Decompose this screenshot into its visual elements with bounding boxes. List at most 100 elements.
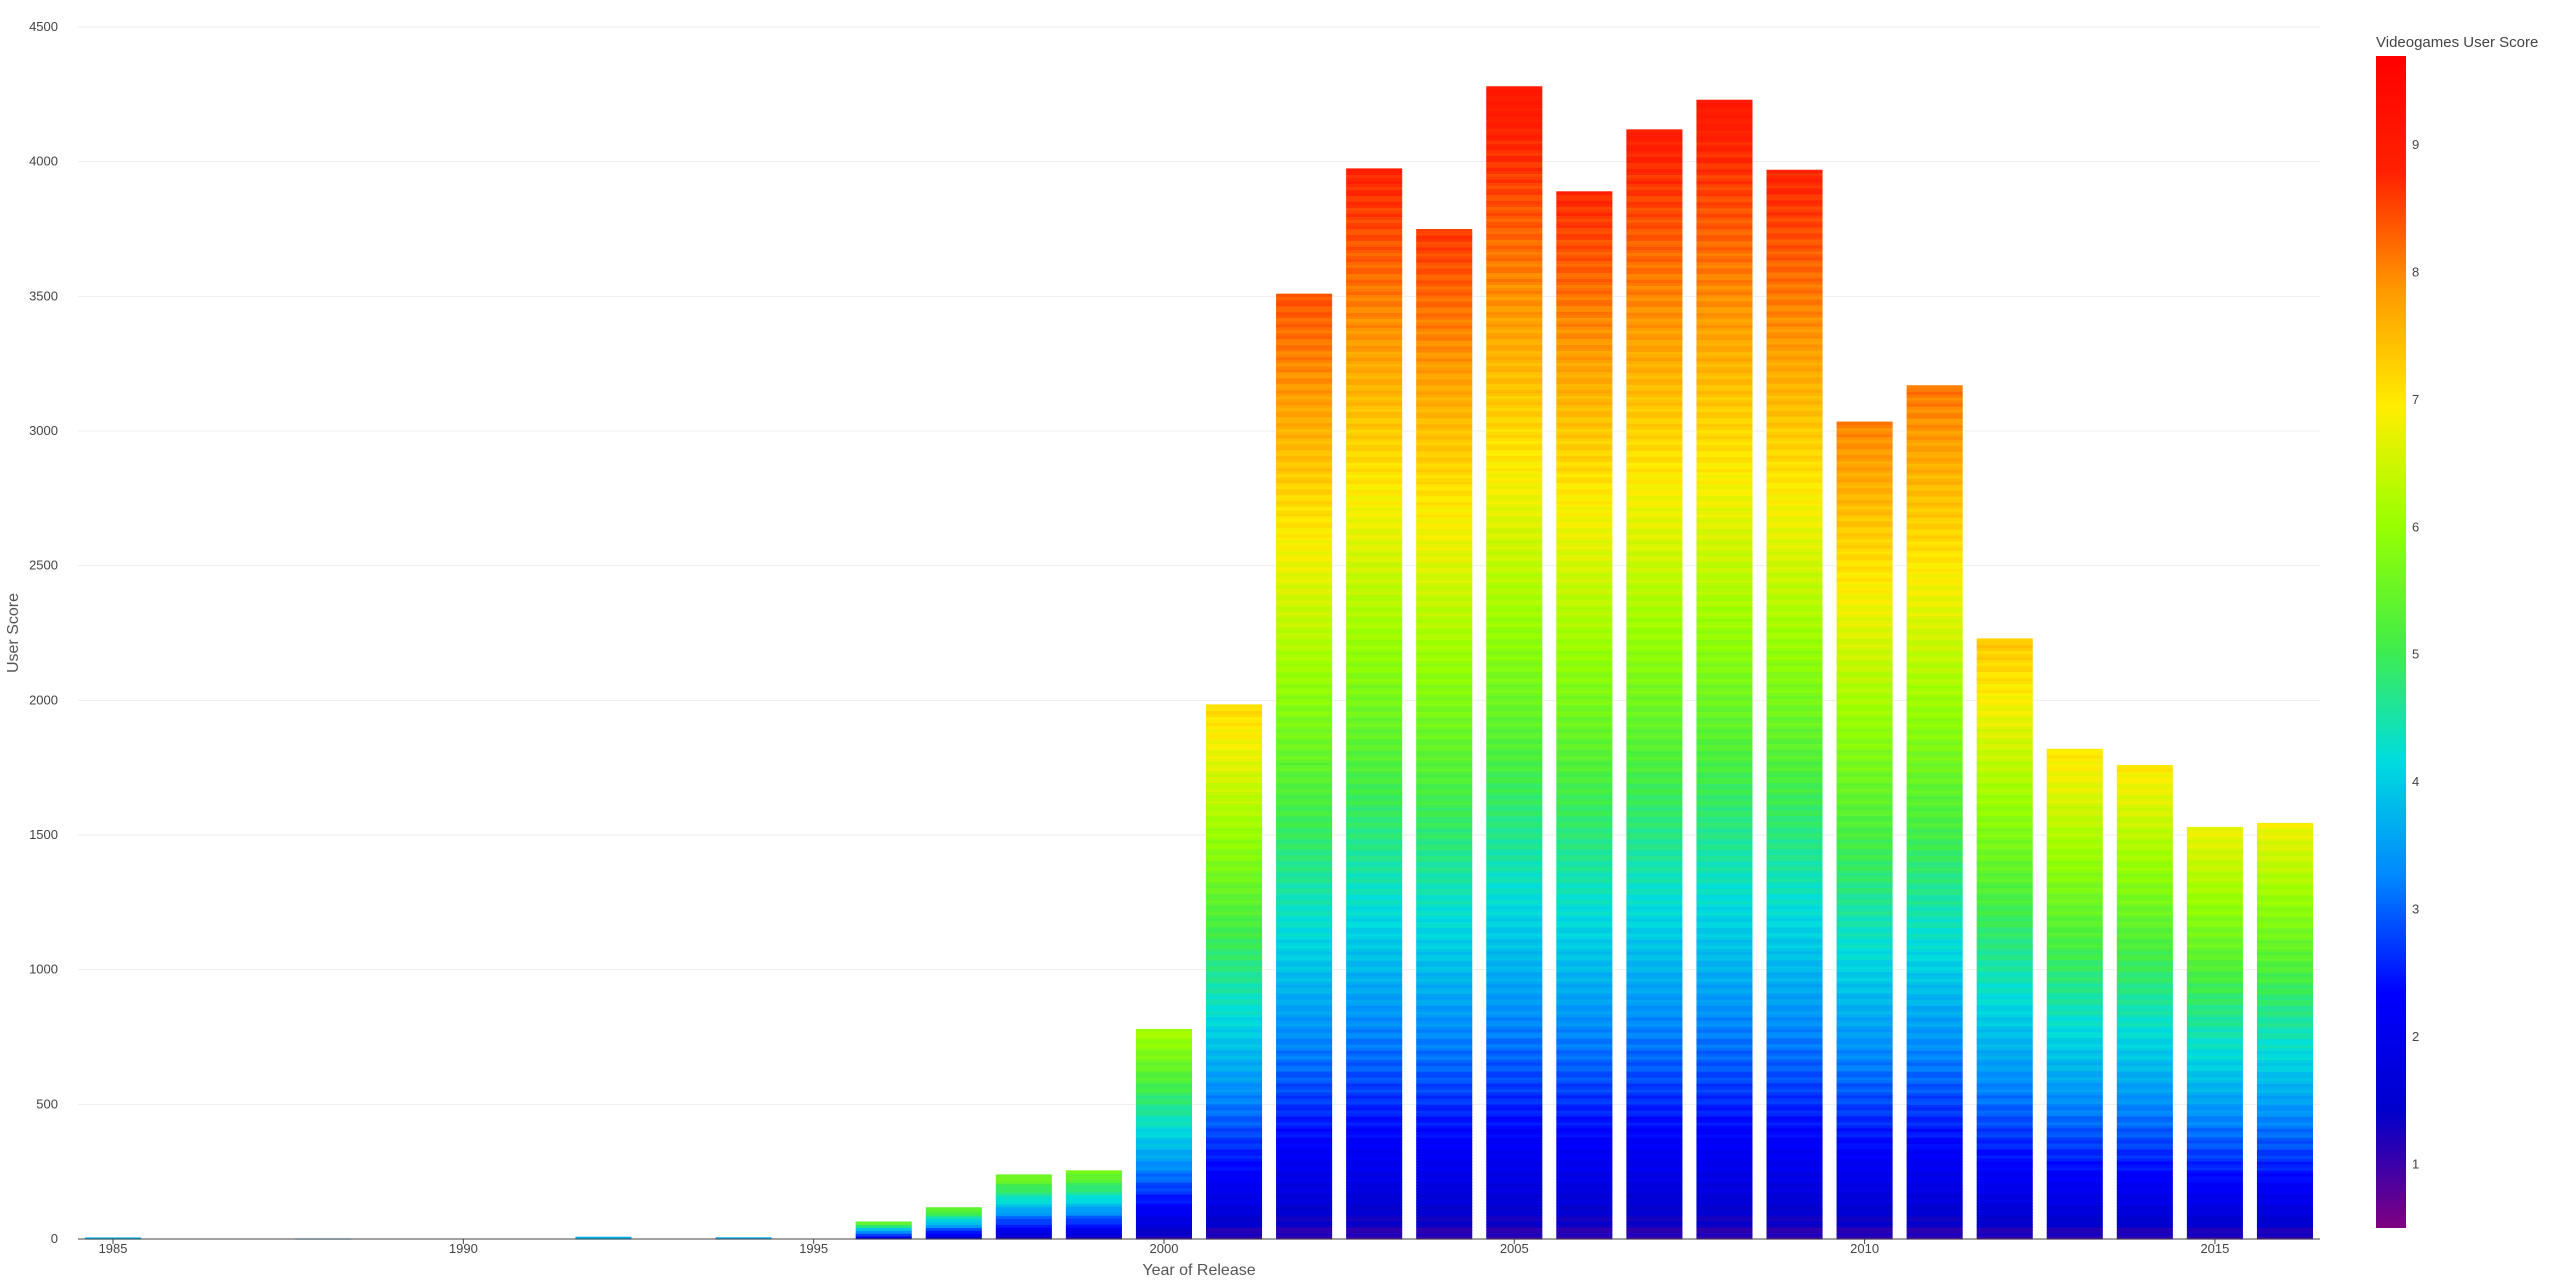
bar-segment: [1766, 626, 1823, 630]
colorbar-tick-label: 7: [2412, 392, 2419, 407]
bar-segment: [2186, 1163, 2243, 1168]
bar-segment: [1556, 407, 1613, 412]
bar-segment: [1135, 1133, 1192, 1138]
bar-segment: [2186, 896, 2243, 900]
bar-segment: [2116, 1235, 2173, 1240]
bar-segment: [1766, 653, 1823, 657]
bar-segment: [1696, 144, 1753, 149]
bar-segment: [1626, 564, 1683, 568]
bar-segment: [1346, 1167, 1403, 1171]
bar-segment: [1416, 1068, 1473, 1072]
bar-segment: [1276, 812, 1333, 817]
bar-segment: [1976, 1220, 2033, 1225]
bar-segment: [1836, 779, 1893, 783]
bar-segment: [1135, 1214, 1192, 1219]
bar-segment: [1836, 740, 1893, 744]
bar-segment: [1836, 649, 1893, 654]
bar-segment: [1836, 451, 1893, 456]
bar-segment: [1206, 785, 1263, 790]
bar-segment: [1696, 1215, 1753, 1219]
bar-segment: [1696, 1086, 1753, 1090]
bar-segment: [1486, 446, 1543, 451]
bar-segment: [2046, 1082, 2103, 1087]
bar-segment: [1766, 1043, 1823, 1048]
bar-segment: [1976, 1148, 2033, 1153]
bar-segment: [1416, 942, 1473, 946]
bar-segment: [1696, 1107, 1753, 1111]
bar-segment: [1836, 1148, 1893, 1153]
bar-segment: [1556, 956, 1613, 961]
bar-segment: [1696, 234, 1753, 239]
bar-segment: [1696, 855, 1753, 859]
bar-segment: [1346, 897, 1403, 901]
bar-segment: [1346, 729, 1403, 733]
bar-segment: [2046, 1169, 2103, 1174]
bar-segment: [1766, 752, 1823, 757]
bar-segment: [1766, 1178, 1823, 1183]
bar-segment: [1276, 467, 1333, 472]
bar-segment: [1766, 779, 1823, 784]
bar-segment: [1906, 993, 1963, 997]
bar-segment: [1206, 1016, 1263, 1021]
bar-segment: [1696, 375, 1753, 380]
bar-segment: [1486, 698, 1543, 703]
bar-segment: [1416, 546, 1473, 551]
bar-segment: [1836, 493, 1893, 498]
bar-segment: [1696, 882, 1753, 886]
bar-segment: [1416, 1131, 1473, 1135]
bar-segment: [1416, 585, 1473, 590]
bar-segment: [1976, 881, 2033, 886]
bar-segment: [1906, 609, 1963, 614]
bar-segment: [1836, 977, 1893, 982]
bar-segment: [1276, 989, 1333, 994]
bar-segment: [1416, 981, 1473, 985]
bar-segment: [1976, 797, 2033, 802]
bar-segment: [1906, 603, 1963, 608]
bar-segment: [1416, 663, 1473, 668]
bar-segment: [1556, 644, 1613, 649]
bar-segment: [1486, 1076, 1543, 1081]
bar-segment: [1696, 204, 1753, 209]
bar-segment: [1766, 569, 1823, 573]
bar-segment: [2116, 857, 2173, 862]
bar-segment: [1906, 813, 1963, 818]
bar-segment: [1836, 860, 1893, 864]
bar-segment: [2256, 972, 2313, 977]
bar-segment: [1696, 333, 1753, 338]
bar-segment: [1486, 98, 1543, 102]
bar-segment: [1626, 630, 1683, 634]
bar-segment: [1416, 1185, 1473, 1189]
bar-segment: [1346, 468, 1403, 472]
bar-segment: [1416, 1107, 1473, 1111]
bar-segment: [1556, 968, 1613, 973]
bar-segment: [1556, 410, 1613, 415]
bar-segment: [1976, 944, 2033, 949]
bar-segment: [1416, 609, 1473, 614]
bar-segment: [1416, 918, 1473, 922]
bar-segment: [2116, 782, 2173, 787]
bar-segment: [1906, 675, 1963, 680]
bar-segment: [1556, 707, 1613, 712]
bar-segment: [1976, 1127, 2033, 1132]
bar-segment: [1346, 417, 1403, 421]
bar-segment: [1696, 1125, 1753, 1129]
bar-segment: [1346, 1077, 1403, 1081]
bar-segment: [1416, 303, 1473, 308]
bar-segment: [2256, 843, 2313, 848]
bar-segment: [2046, 802, 2103, 807]
bar-segment: [1906, 457, 1963, 461]
bar-segment: [1346, 1050, 1403, 1054]
bar-segment: [1416, 354, 1473, 359]
bar-segment: [1276, 686, 1333, 691]
axes: 0500100015002000250030003500400045001985…: [29, 19, 2320, 1256]
bar-segment: [1976, 863, 2033, 868]
bar-segment: [1766, 175, 1823, 180]
bar-segment: [2116, 851, 2173, 856]
bar-segment: [1766, 352, 1823, 357]
bar-segment: [2046, 811, 2103, 816]
bar-segment: [1556, 1226, 1613, 1231]
bar: [1556, 191, 1613, 1240]
bar-segment: [1976, 653, 2033, 658]
bar-segment: [1486, 917, 1543, 922]
bar-segment: [2046, 998, 2103, 1003]
